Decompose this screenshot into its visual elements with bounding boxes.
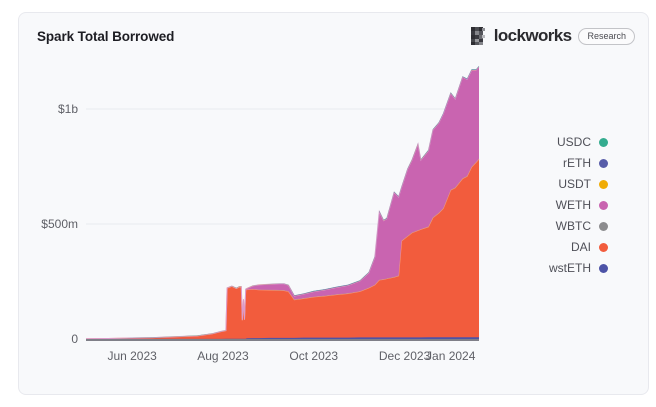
legend-swatch (599, 263, 608, 273)
legend-swatch (599, 200, 608, 210)
chart-legend: USDC rETH USDT WETH WBTC DAI wstETH (549, 135, 608, 275)
legend-item-weth[interactable]: WETH (556, 198, 608, 212)
x-tick-label: Dec 2023 (379, 349, 431, 363)
area-dai (86, 158, 479, 339)
legend-item-dai[interactable]: DAI (571, 240, 608, 254)
legend-swatch (599, 158, 608, 168)
legend-label: WETH (555, 198, 591, 212)
legend-swatch (599, 179, 608, 189)
y-tick-label: 0 (71, 332, 78, 346)
y-tick-label: $1b (58, 102, 78, 116)
legend-item-usdc[interactable]: USDC (557, 135, 608, 149)
legend-label: rETH (563, 156, 591, 170)
chart-card: Spark Total Borrowed lockworks Research … (18, 12, 649, 395)
x-tick-label: Jun 2023 (107, 349, 157, 363)
y-tick-label: $500m (41, 217, 78, 231)
legend-item-usdt[interactable]: USDT (558, 177, 608, 191)
legend-label: DAI (570, 240, 591, 254)
blockworks-b-icon (470, 27, 486, 45)
legend-swatch (599, 242, 608, 252)
legend-label: USDT (558, 177, 591, 191)
chart-title: Spark Total Borrowed (37, 29, 175, 44)
x-tick-label: Jan 2024 (426, 349, 476, 363)
area-weth (86, 66, 479, 339)
x-tick-label: Aug 2023 (197, 349, 249, 363)
stacked-area-chart: 0 $500m $1b Jun 2023 Aug 2023 Oct 2023 Dec 202… (41, 65, 480, 363)
legend-swatch (599, 137, 608, 147)
x-tick-label: Oct 2023 (289, 349, 338, 363)
blockworks-logo: lockworks Research (470, 26, 635, 46)
legend-label: USDC (556, 135, 591, 149)
chart-plot-area[interactable]: 0 $500m $1b Jun 2023 Aug 2023 Oct 2023 Dec 202… (19, 13, 650, 396)
research-badge[interactable]: Research (578, 27, 635, 45)
legend-label: WBTC (555, 219, 591, 233)
legend-item-reth[interactable]: rETH (563, 156, 608, 170)
legend-item-wbtc[interactable]: WBTC (556, 219, 608, 233)
legend-swatch (599, 221, 608, 231)
legend-item-wsteth[interactable]: wstETH (549, 261, 608, 275)
blockworks-wordmark: lockworks (493, 26, 572, 45)
legend-label: wstETH (549, 261, 591, 275)
